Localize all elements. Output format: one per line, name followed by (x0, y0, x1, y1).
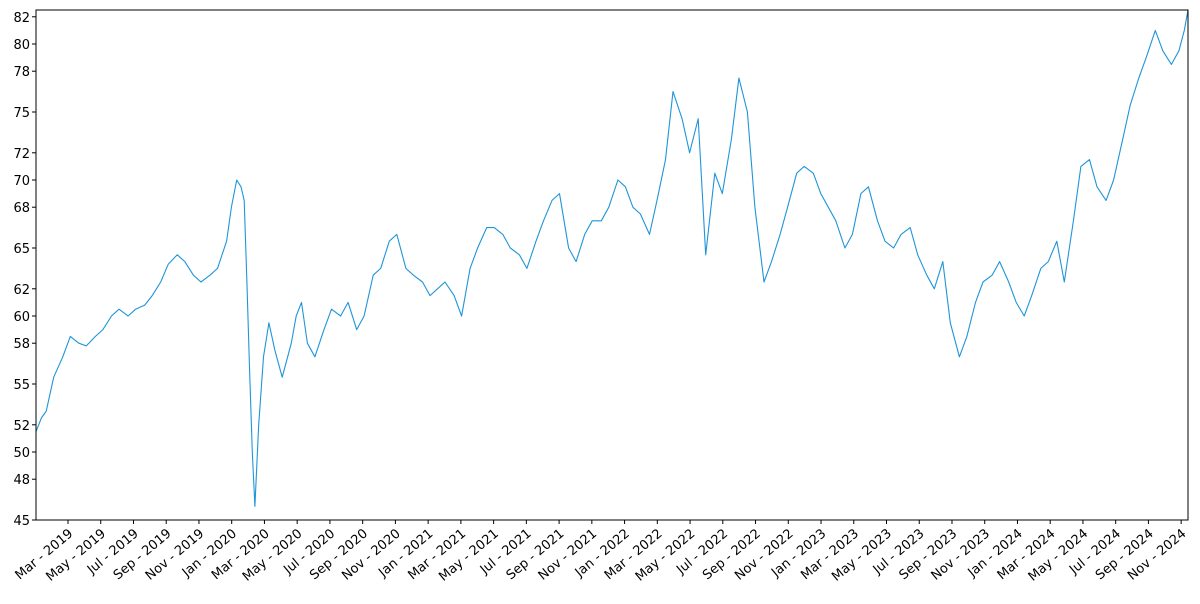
y-tick-label: 48 (13, 473, 30, 488)
y-tick-label: 82 (13, 11, 30, 26)
y-tick-label: 52 (13, 419, 30, 434)
y-tick-label: 62 (13, 283, 30, 298)
y-tick-label: 70 (13, 174, 30, 189)
y-tick-label: 58 (13, 337, 30, 352)
y-axis: 45 48 50 52 55 58 60 62 65 68 70 72 75 78 80 82 (13, 11, 36, 529)
y-tick-label: 75 (13, 106, 30, 121)
plot-frame (35, 9, 1189, 521)
y-tick-label: 65 (13, 242, 30, 257)
y-tick-label: 55 (13, 378, 30, 393)
y-tick-label: 78 (13, 65, 30, 80)
y-tick-label: 45 (13, 514, 30, 529)
y-tick-label: 68 (13, 201, 30, 216)
y-tick-label: 60 (13, 310, 30, 325)
y-tick-label: 50 (13, 446, 30, 461)
y-tick-label: 80 (13, 38, 30, 53)
y-tick-label: 72 (13, 147, 30, 162)
series-line (35, 9, 1189, 507)
plot-area (35, 9, 1189, 507)
